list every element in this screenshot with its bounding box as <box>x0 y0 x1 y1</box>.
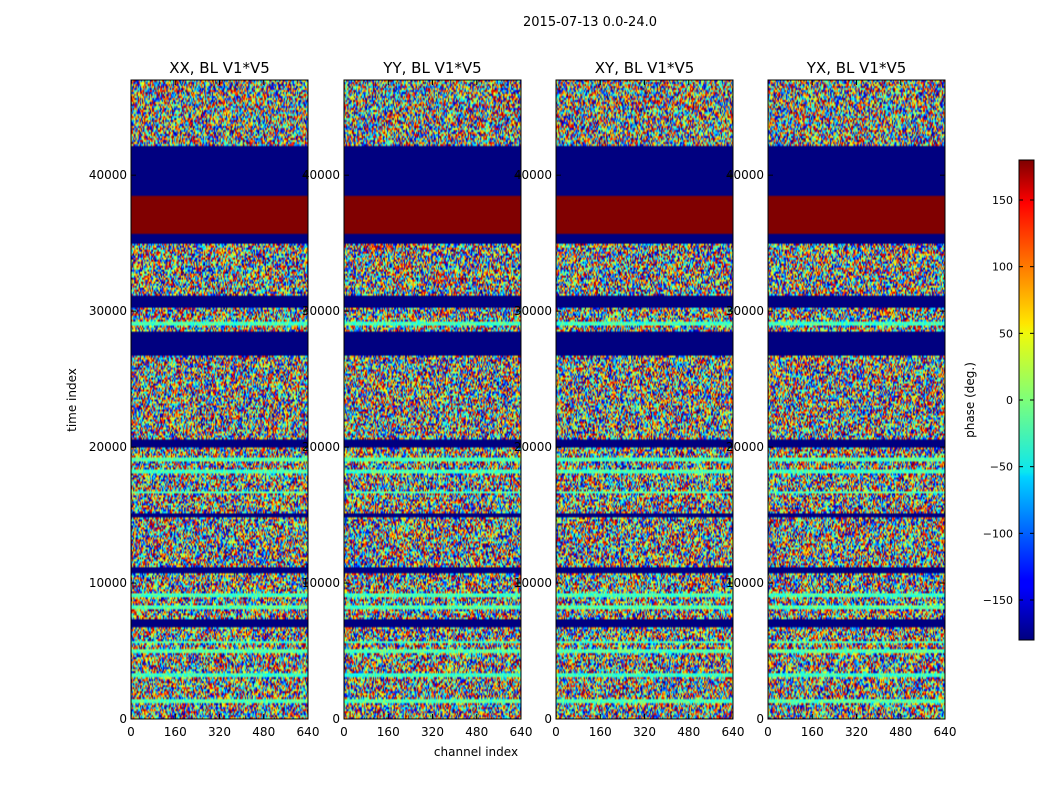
x-tick-label: 320 <box>845 725 868 739</box>
x-tick-label: 640 <box>722 725 745 739</box>
y-tick-label: 0 <box>756 712 764 726</box>
panel-title: YY, BL V1*V5 <box>382 59 481 77</box>
y-tick-label: 20000 <box>89 440 127 454</box>
x-tick-label: 320 <box>633 725 656 739</box>
y-tick-label: 30000 <box>89 304 127 318</box>
x-tick-label: 0 <box>764 725 772 739</box>
heatmap-image <box>556 80 733 719</box>
x-tick-label: 480 <box>677 725 700 739</box>
x-tick-label: 640 <box>510 725 533 739</box>
y-tick-label: 10000 <box>514 576 552 590</box>
x-tick-label: 0 <box>127 725 135 739</box>
colorbar-tick-label: −50 <box>990 461 1013 474</box>
colorbar-tick-label: 0 <box>1006 394 1013 407</box>
panel-3: XY, BL V1*V5 0 160 320 480 640 0 10000 20000 3000… <box>514 59 745 739</box>
x-tick-label: 0 <box>340 725 348 739</box>
x-tick-label: 160 <box>377 725 400 739</box>
panel-1: XX, BL V1*V5 0 160 320 480 640 0 10000 20000 3000… <box>89 59 320 739</box>
panel-title: YX, BL V1*V5 <box>806 59 907 77</box>
y-tick-label: 10000 <box>726 576 764 590</box>
y-tick-label: 20000 <box>726 440 764 454</box>
y-tick-label: 40000 <box>302 168 340 182</box>
y-tick-label: 40000 <box>89 168 127 182</box>
y-tick-label: 40000 <box>514 168 552 182</box>
y-tick-label: 40000 <box>726 168 764 182</box>
x-tick-label: 480 <box>465 725 488 739</box>
heatmap-image <box>131 80 308 719</box>
y-tick-label: 30000 <box>726 304 764 318</box>
heatmap-image <box>768 80 945 719</box>
colorbar-tick-label: 150 <box>992 194 1013 207</box>
x-tick-label: 320 <box>208 725 231 739</box>
x-tick-label: 640 <box>297 725 320 739</box>
colorbar: 150 100 50 0 −50 −100 −150 phase (deg.) <box>963 159 1035 641</box>
y-tick-label: 20000 <box>514 440 552 454</box>
y-tick-label: 0 <box>119 712 127 726</box>
x-axis-label: channel index <box>434 745 518 759</box>
colorbar-label: phase (deg.) <box>963 362 977 438</box>
x-tick-label: 640 <box>934 725 957 739</box>
y-tick-label: 0 <box>544 712 552 726</box>
colorbar-tick-label: −100 <box>983 527 1013 540</box>
x-tick-label: 480 <box>889 725 912 739</box>
panel-title: XY, BL V1*V5 <box>595 59 695 77</box>
heatmap-image <box>344 80 521 719</box>
x-tick-label: 160 <box>801 725 824 739</box>
y-axis-label: time index <box>65 368 79 432</box>
y-tick-label: 0 <box>332 712 340 726</box>
y-tick-label: 10000 <box>302 576 340 590</box>
panel-2: YY, BL V1*V5 0 160 320 480 640 0 10000 20000 3000… <box>302 59 533 739</box>
x-tick-label: 320 <box>421 725 444 739</box>
x-tick-label: 480 <box>252 725 275 739</box>
x-tick-label: 160 <box>589 725 612 739</box>
x-tick-label: 160 <box>164 725 187 739</box>
x-tick-label: 0 <box>552 725 560 739</box>
figure-suptitle: 2015-07-13 0.0-24.0 <box>523 15 657 30</box>
panel-title: XX, BL V1*V5 <box>169 59 270 77</box>
panel-4: YX, BL V1*V5 0 160 320 480 640 0 10000 20000 3000… <box>726 59 957 739</box>
colorbar-tick-label: 50 <box>999 327 1013 340</box>
heatmap-panels: XX, BL V1*V5 0 160 320 480 640 0 10000 20000 3000… <box>89 59 957 739</box>
colorbar-tick-label: 100 <box>992 261 1013 274</box>
y-tick-label: 30000 <box>514 304 552 318</box>
y-tick-label: 20000 <box>302 440 340 454</box>
y-tick-label: 10000 <box>89 576 127 590</box>
y-tick-label: 30000 <box>302 304 340 318</box>
colorbar-tick-label: −150 <box>983 594 1013 607</box>
